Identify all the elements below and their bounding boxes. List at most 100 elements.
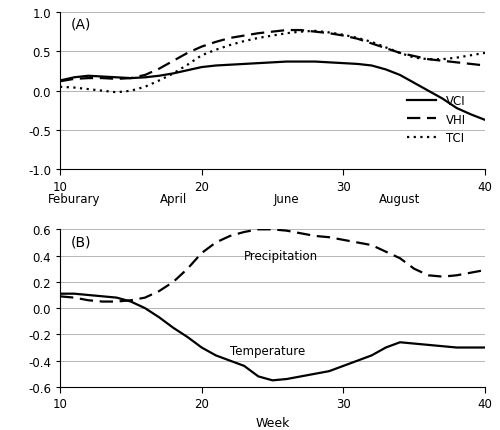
- VHI: [256, 31, 262, 37]
- VHI: [383, 46, 389, 52]
- VCI: [170, 72, 176, 77]
- VHI: [298, 28, 304, 34]
- TCI: [354, 36, 360, 41]
- Text: April: April: [160, 192, 187, 205]
- VHI: [241, 34, 247, 39]
- TCI: [440, 58, 446, 63]
- TCI: [284, 31, 290, 37]
- TCI: [128, 89, 134, 94]
- VCI: [312, 60, 318, 65]
- VHI: [213, 40, 219, 45]
- VCI: [156, 74, 162, 79]
- VCI: [114, 76, 119, 81]
- TCI: [213, 48, 219, 53]
- VHI: [156, 67, 162, 72]
- VCI: [270, 61, 276, 66]
- Line: VCI: VCI: [60, 62, 485, 120]
- VHI: [397, 51, 403, 56]
- VCI: [71, 76, 77, 81]
- Legend: VCI, VHI, TCI: VCI, VHI, TCI: [402, 90, 470, 150]
- VCI: [57, 79, 63, 84]
- TCI: [454, 56, 460, 61]
- VCI: [128, 77, 134, 82]
- VCI: [383, 68, 389, 73]
- VHI: [411, 54, 417, 59]
- TCI: [100, 89, 105, 94]
- Text: (A): (A): [70, 18, 91, 31]
- TCI: [340, 33, 346, 38]
- TCI: [86, 87, 91, 92]
- TCI: [170, 72, 176, 77]
- TCI: [142, 85, 148, 90]
- TCI: [383, 46, 389, 51]
- VHI: [198, 45, 204, 50]
- TCI: [397, 51, 403, 56]
- VCI: [354, 62, 360, 68]
- VCI: [397, 73, 403, 78]
- Text: Temperature: Temperature: [230, 344, 305, 357]
- VHI: [100, 77, 105, 82]
- VCI: [368, 64, 374, 69]
- VHI: [86, 77, 91, 82]
- VCI: [184, 68, 190, 74]
- TCI: [256, 36, 262, 41]
- VCI: [213, 64, 219, 69]
- VHI: [426, 58, 432, 63]
- TCI: [57, 85, 63, 90]
- TCI: [114, 90, 119, 95]
- TCI: [426, 58, 432, 63]
- Text: (B): (B): [70, 234, 91, 249]
- TCI: [468, 54, 474, 59]
- VHI: [454, 61, 460, 66]
- VCI: [241, 62, 247, 68]
- Text: August: August: [380, 192, 420, 205]
- TCI: [368, 40, 374, 45]
- VHI: [170, 59, 176, 64]
- TCI: [312, 29, 318, 34]
- VHI: [57, 80, 63, 85]
- VCI: [284, 60, 290, 65]
- VHI: [184, 51, 190, 56]
- VCI: [86, 74, 91, 79]
- VCI: [227, 63, 233, 68]
- TCI: [298, 30, 304, 35]
- TCI: [326, 31, 332, 36]
- VHI: [142, 73, 148, 78]
- TCI: [156, 79, 162, 84]
- VHI: [128, 77, 134, 82]
- VHI: [354, 37, 360, 42]
- TCI: [270, 34, 276, 39]
- VCI: [440, 97, 446, 102]
- VHI: [440, 59, 446, 64]
- VCI: [100, 75, 105, 80]
- TCI: [482, 51, 488, 56]
- VCI: [326, 61, 332, 66]
- VHI: [114, 77, 119, 82]
- VCI: [256, 61, 262, 67]
- Line: TCI: TCI: [60, 32, 485, 93]
- VHI: [270, 30, 276, 35]
- VCI: [454, 106, 460, 111]
- VCI: [426, 89, 432, 94]
- Text: Precipitation: Precipitation: [244, 249, 318, 262]
- VHI: [71, 77, 77, 82]
- Line: VHI: VHI: [60, 31, 485, 82]
- X-axis label: Week: Week: [256, 416, 290, 429]
- TCI: [411, 56, 417, 61]
- Text: June: June: [274, 192, 299, 205]
- VHI: [482, 64, 488, 69]
- VCI: [482, 118, 488, 123]
- VCI: [142, 76, 148, 81]
- VCI: [468, 113, 474, 118]
- VCI: [340, 61, 346, 67]
- VHI: [326, 31, 332, 37]
- VCI: [198, 65, 204, 71]
- VHI: [312, 30, 318, 35]
- VHI: [468, 62, 474, 68]
- TCI: [241, 40, 247, 45]
- VHI: [368, 42, 374, 47]
- TCI: [198, 54, 204, 59]
- TCI: [184, 63, 190, 68]
- VHI: [227, 36, 233, 41]
- TCI: [227, 43, 233, 49]
